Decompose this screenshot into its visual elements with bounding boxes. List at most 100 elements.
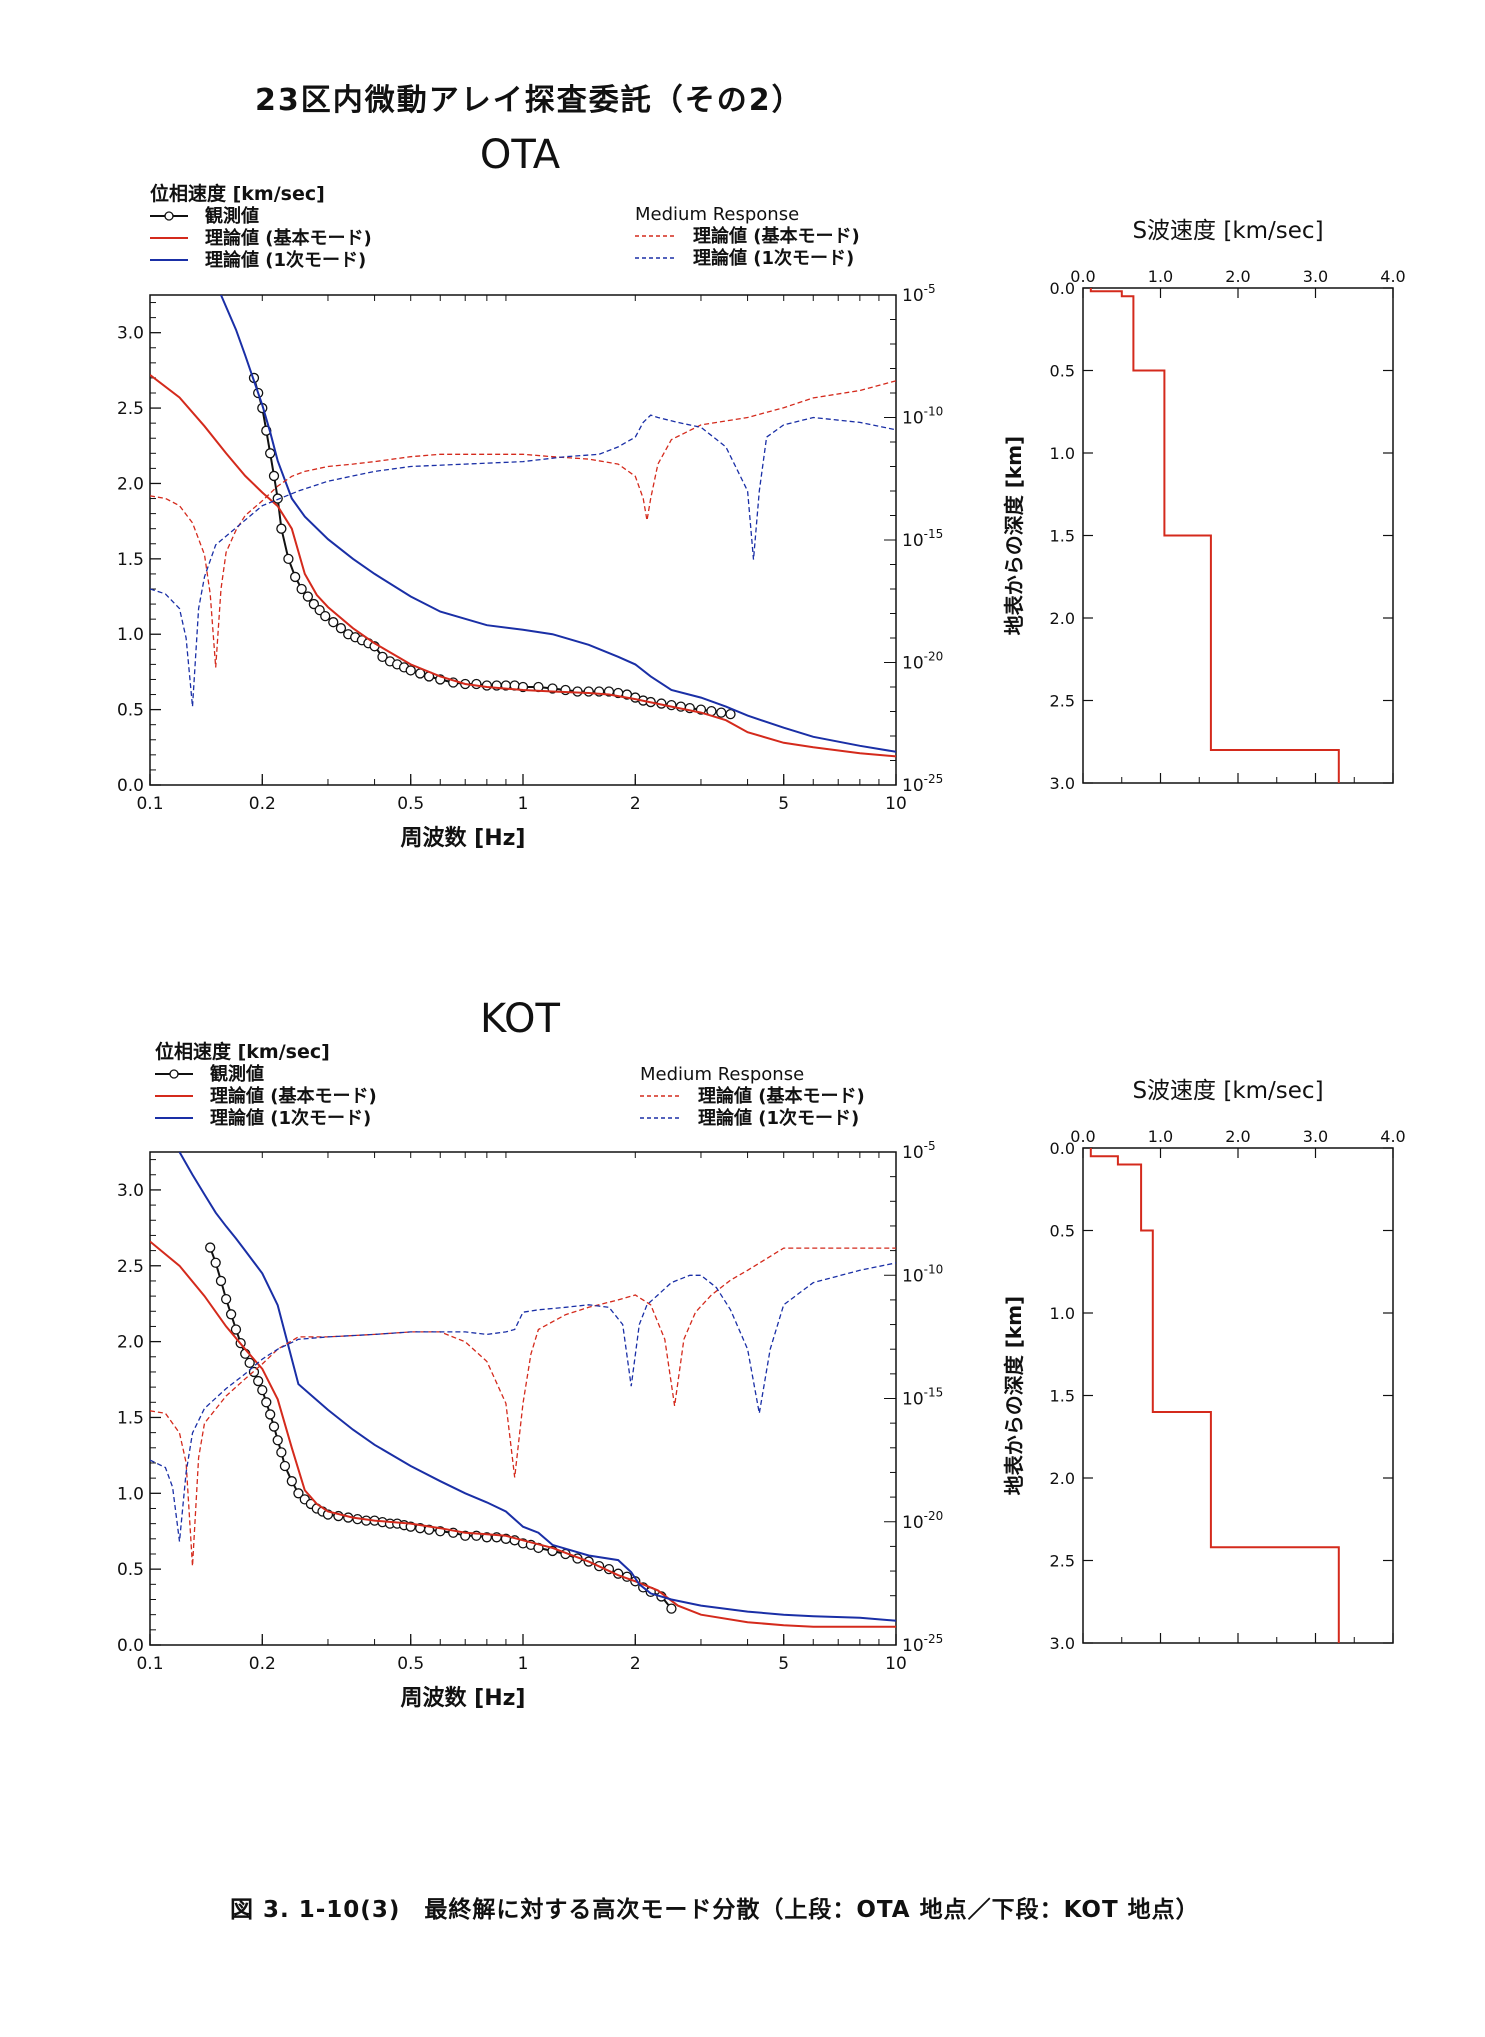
profile-y-tick-label: 1.5 <box>1050 527 1075 546</box>
y-tick-label: 1.0 <box>117 625 144 645</box>
x-tick-label: 0.2 <box>249 794 276 814</box>
profile-y-tick-label: 1.0 <box>1050 1304 1075 1323</box>
profile-title: S波速度 [km/sec] <box>1132 1078 1323 1104</box>
right-axis-tick-label: 10-25 <box>902 1632 943 1656</box>
x-axis-label: 周波数 [Hz] <box>401 825 526 851</box>
right-axis-tick-label: 10-15 <box>902 1386 943 1410</box>
legend-entry: 理論値 (基本モード) <box>205 227 372 249</box>
velocity-profile-KOT-profile: S波速度 [km/sec] 0.0 1.0 2.0 3.0 4.0 0.0 0.5 1.0 1.5… <box>1002 1078 1406 1653</box>
y-tick-label: 2.0 <box>117 1333 144 1353</box>
right-axis-tick-label: 10-20 <box>902 1509 943 1533</box>
y-tick-label: 3.0 <box>117 1181 144 1201</box>
observed-point <box>290 571 301 583</box>
y-tick-label: 0.0 <box>117 1636 144 1656</box>
x-axis-label: 周波数 [Hz] <box>401 1685 526 1711</box>
right-axis-tick-label: 10-25 <box>902 772 943 796</box>
x-tick-label: 0.5 <box>397 794 424 814</box>
x-tick-label: 5 <box>778 794 789 814</box>
observed-point <box>583 686 594 697</box>
observed-point <box>405 665 416 676</box>
legend-marker <box>164 211 174 221</box>
legend-entry: 観測値 <box>210 1063 264 1085</box>
profile-x-tick-label: 1.0 <box>1148 1127 1173 1146</box>
legend-entry: 観測値 <box>205 205 259 227</box>
observed-point <box>253 1375 264 1387</box>
x-tick-label: 0.5 <box>397 1654 424 1674</box>
observed-point <box>666 1603 677 1614</box>
legend-entry: 理論値 (基本モード) <box>210 1085 377 1107</box>
observed-point <box>481 680 493 691</box>
velocity-profile-line <box>1089 288 1340 783</box>
observed-point <box>220 1293 232 1305</box>
right-axis-tick-label: 10-10 <box>902 405 943 429</box>
observed-point <box>302 591 314 602</box>
right-axis-tick-label: 10-15 <box>902 527 943 551</box>
profile-x-tick-label: 3.0 <box>1303 267 1328 286</box>
right-axis-label: Medium Response <box>640 1064 804 1085</box>
chart-title: OTA <box>480 132 561 178</box>
chart-title: KOT <box>480 996 561 1042</box>
dispersion-higher-line <box>220 295 896 753</box>
y-tick-label: 1.0 <box>117 1484 144 1504</box>
profile-title: S波速度 [km/sec] <box>1132 218 1323 244</box>
y-tick-label: 2.5 <box>117 1257 144 1277</box>
right-axis-tick-label: 10-10 <box>902 1262 943 1286</box>
profile-y-tick-label: 1.0 <box>1050 444 1075 463</box>
dispersion-observed-line <box>209 1247 673 1610</box>
profile-x-tick-label: 0.0 <box>1070 267 1095 286</box>
dispersion-fundamental-line <box>150 1240 896 1628</box>
observed-point <box>377 651 388 662</box>
legend-entry: 理論値 (基本モード) <box>693 225 860 247</box>
y-tick-label: 2.5 <box>117 399 144 419</box>
dispersion-chart-KOT: KOT 0.1 0.2 0.5 1 2 5 10 周波数 [Hz] 0.0 0.5 1.0 1.5 2.0… <box>117 996 943 1711</box>
observed-point <box>268 1421 280 1432</box>
observed-point <box>296 583 307 595</box>
observed-point <box>328 617 339 628</box>
x-tick-label: 2 <box>630 1654 641 1674</box>
profile-y-tick-label: 0.0 <box>1050 279 1075 298</box>
observed-point <box>283 553 294 564</box>
observed-point <box>272 493 283 504</box>
right-axis-tick-label: 10-5 <box>902 1139 936 1163</box>
observed-point <box>225 1309 237 1320</box>
figure-caption: 図 3. 1-10(3) 最終解に対する高次モード分散（上段：OTA 地点／下段… <box>230 1897 1200 1923</box>
response-higher-line <box>150 414 896 707</box>
profile-x-tick-label: 0.0 <box>1070 1127 1095 1146</box>
profile-y-tick-label: 0.0 <box>1050 1139 1075 1158</box>
profile-y-tick-label: 2.0 <box>1050 609 1075 628</box>
velocity-profile-OTA-profile: S波速度 [km/sec] 0.0 1.0 2.0 3.0 4.0 0.0 0.5 1.0 1.5… <box>1002 218 1406 793</box>
x-tick-label: 1 <box>518 1654 529 1674</box>
dispersion-chart-OTA: OTA 0.1 0.2 0.5 1 2 5 10 周波数 [Hz] 0.0 0.5 1.0 1.5 2.0… <box>117 132 943 851</box>
right-axis-tick-label: 10-5 <box>902 282 936 306</box>
y-tick-label: 3.0 <box>117 324 144 344</box>
x-tick-label: 1 <box>518 794 529 814</box>
left-axis-label: 位相速度 [km/sec] <box>150 182 325 205</box>
profile-y-tick-label: 0.5 <box>1050 362 1075 381</box>
profile-frame <box>1082 1147 1394 1644</box>
x-tick-label: 10 <box>885 1654 907 1674</box>
legend-entry: 理論値 (1次モード) <box>698 1107 859 1129</box>
plot-frame <box>149 294 897 786</box>
observed-point <box>205 1242 216 1253</box>
observed-point <box>265 448 276 459</box>
profile-y-tick-label: 1.5 <box>1050 1387 1075 1406</box>
profile-x-tick-label: 1.0 <box>1148 267 1173 286</box>
observed-point <box>725 708 736 720</box>
response-fundamental-line <box>150 1247 896 1567</box>
left-axis-label: 位相速度 [km/sec] <box>155 1040 330 1063</box>
profile-x-tick-label: 4.0 <box>1380 267 1405 286</box>
profile-y-tick-label: 3.0 <box>1050 774 1075 793</box>
profile-y-axis-label: 地表からの深度 [km] <box>1002 1296 1026 1495</box>
x-tick-label: 2 <box>630 794 641 814</box>
observed-point <box>716 707 727 718</box>
legend-entry: 理論値 (1次モード) <box>205 249 366 271</box>
observed-point <box>265 1409 276 1420</box>
legend-marker <box>169 1069 179 1079</box>
response-higher-line <box>150 1262 896 1542</box>
y-tick-label: 1.5 <box>117 1408 144 1428</box>
observed-point <box>230 1324 242 1335</box>
profile-y-tick-label: 2.5 <box>1050 692 1075 711</box>
profile-x-tick-label: 3.0 <box>1303 1127 1328 1146</box>
y-tick-label: 0.0 <box>117 776 144 796</box>
